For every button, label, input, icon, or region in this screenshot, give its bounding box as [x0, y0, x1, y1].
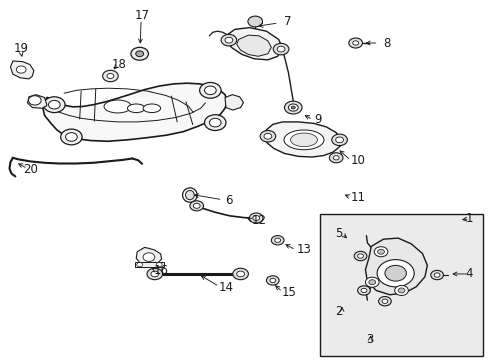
- Circle shape: [335, 137, 343, 143]
- Circle shape: [204, 115, 225, 131]
- Polygon shape: [225, 28, 282, 60]
- Circle shape: [284, 101, 302, 114]
- Circle shape: [16, 66, 26, 73]
- Circle shape: [331, 134, 346, 145]
- Polygon shape: [135, 262, 163, 267]
- Bar: [320, 214, 483, 356]
- Polygon shape: [10, 61, 34, 79]
- Circle shape: [193, 203, 200, 208]
- Text: 2: 2: [334, 306, 342, 319]
- Circle shape: [61, 129, 82, 145]
- Text: 9: 9: [313, 113, 321, 126]
- Circle shape: [352, 41, 358, 45]
- Circle shape: [209, 118, 221, 127]
- Ellipse shape: [284, 130, 324, 150]
- Circle shape: [397, 288, 404, 293]
- Circle shape: [28, 96, 41, 105]
- Polygon shape: [236, 35, 271, 56]
- Circle shape: [131, 47, 148, 60]
- Text: 6: 6: [224, 194, 232, 207]
- Polygon shape: [136, 247, 161, 264]
- Polygon shape: [224, 95, 243, 110]
- Text: 11: 11: [350, 191, 366, 204]
- Circle shape: [156, 262, 162, 267]
- Circle shape: [189, 201, 203, 211]
- Circle shape: [377, 249, 384, 254]
- Ellipse shape: [127, 104, 145, 113]
- Text: 5: 5: [334, 227, 342, 240]
- Ellipse shape: [290, 133, 317, 147]
- Circle shape: [360, 288, 366, 293]
- Polygon shape: [42, 83, 227, 141]
- Circle shape: [291, 106, 295, 109]
- Circle shape: [357, 286, 369, 295]
- Text: 20: 20: [23, 163, 38, 176]
- Circle shape: [65, 133, 77, 141]
- Circle shape: [357, 254, 363, 258]
- Circle shape: [329, 153, 342, 163]
- Circle shape: [249, 213, 263, 223]
- Circle shape: [376, 260, 413, 287]
- Circle shape: [368, 280, 375, 285]
- Text: 10: 10: [350, 154, 366, 167]
- Polygon shape: [27, 95, 47, 108]
- Circle shape: [264, 134, 271, 139]
- Circle shape: [277, 46, 285, 52]
- Text: 17: 17: [134, 9, 149, 22]
- Ellipse shape: [143, 104, 160, 113]
- Circle shape: [48, 100, 60, 109]
- Text: 7: 7: [283, 15, 290, 28]
- Text: 1: 1: [465, 212, 472, 225]
- Circle shape: [384, 265, 406, 281]
- Circle shape: [266, 276, 279, 285]
- Circle shape: [269, 278, 275, 283]
- Circle shape: [373, 247, 387, 257]
- Circle shape: [430, 270, 443, 280]
- Circle shape: [260, 131, 275, 142]
- Circle shape: [151, 271, 158, 277]
- Circle shape: [236, 271, 244, 277]
- Circle shape: [273, 43, 288, 55]
- Circle shape: [274, 238, 280, 242]
- Circle shape: [221, 35, 236, 46]
- Text: 18: 18: [111, 58, 126, 71]
- Circle shape: [247, 16, 262, 27]
- Text: 15: 15: [282, 287, 296, 300]
- Circle shape: [394, 285, 407, 296]
- Circle shape: [43, 97, 65, 113]
- Circle shape: [199, 82, 221, 98]
- Ellipse shape: [185, 190, 194, 200]
- Text: 4: 4: [464, 267, 471, 280]
- Polygon shape: [264, 122, 340, 157]
- Circle shape: [381, 299, 387, 303]
- Text: 8: 8: [383, 36, 390, 50]
- Circle shape: [378, 297, 390, 306]
- Text: 3: 3: [366, 333, 373, 346]
- Polygon shape: [365, 238, 427, 295]
- Circle shape: [147, 268, 162, 280]
- Circle shape: [433, 273, 439, 277]
- Text: 19: 19: [14, 41, 29, 54]
- Ellipse shape: [182, 188, 197, 202]
- Circle shape: [204, 86, 216, 95]
- Circle shape: [224, 37, 232, 43]
- Circle shape: [232, 268, 248, 280]
- Circle shape: [332, 156, 338, 160]
- Text: 16: 16: [154, 264, 169, 277]
- Circle shape: [288, 104, 298, 111]
- Circle shape: [137, 262, 142, 267]
- Ellipse shape: [104, 100, 131, 113]
- Text: 13: 13: [296, 243, 311, 256]
- Circle shape: [252, 216, 259, 221]
- Text: 14: 14: [218, 281, 233, 294]
- Circle shape: [136, 51, 143, 57]
- Circle shape: [348, 38, 362, 48]
- Circle shape: [353, 251, 366, 261]
- Circle shape: [271, 235, 284, 245]
- Circle shape: [365, 277, 378, 287]
- Circle shape: [107, 73, 114, 78]
- Text: 12: 12: [251, 214, 266, 227]
- Circle shape: [102, 70, 118, 82]
- Circle shape: [143, 253, 155, 261]
